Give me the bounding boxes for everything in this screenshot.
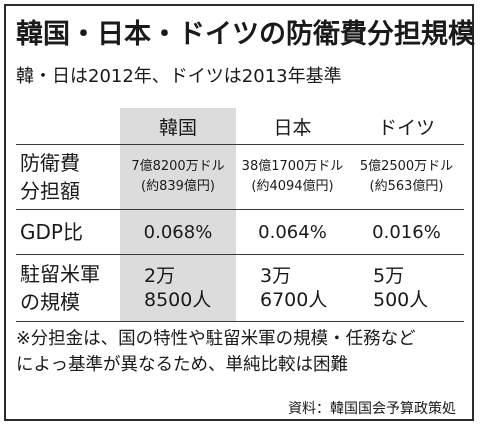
column-header-japan: 日本 (273, 116, 312, 139)
footnote-line: によっ基準が異なるため、単純比較は困難 (16, 355, 348, 375)
cell-germany-gdp-ratio: 0.016% (349, 209, 464, 255)
page-subtitle: 韓・日は2012年、ドイツは2013年基準 (16, 66, 342, 87)
cell-line: (約563億円) (369, 179, 444, 194)
corner-cell (16, 108, 120, 145)
comparison-table: 韓国 日本 ドイツ 防衛費 分担額 7億8200万ドル (約839億円) 38億… (16, 108, 464, 322)
cell-korea-cost-share: 7億8200万ドル (約839億円) (120, 144, 236, 210)
cell-line: 5億2500万ドル (359, 159, 454, 174)
cell-germany-cost-share: 5億2500万ドル (約563億円) (349, 144, 464, 210)
table-row: GDP比 0.068% 0.064% 0.016% (16, 209, 464, 255)
page-title: 韓国・日本・ドイツの防衛費分担規模 (16, 19, 475, 50)
row-label-line: 駐留米軍 (20, 262, 100, 286)
table-row: 防衛費 分担額 7億8200万ドル (約839億円) 38億1700万ドル (約… (16, 144, 464, 210)
cell-line: 2万 (144, 265, 176, 287)
footnote: ※分担金は、国の特性や駐留米軍の規模・任務など によっ基準が異なるため、単純比較… (16, 326, 466, 378)
cell-korea-us-forces: 2万 8500人 (120, 254, 236, 322)
column-header-korea: 韓国 (120, 108, 236, 145)
row-label-gdp-ratio: GDP比 (16, 209, 120, 255)
cell-line: 3万 (260, 265, 292, 287)
cell-line: 5万 (373, 265, 405, 287)
cell-germany-us-forces: 5万 500人 (349, 254, 464, 322)
column-header-germany: ドイツ (377, 116, 435, 139)
cell-line: (約4094億円) (251, 179, 334, 194)
row-label-us-forces: 駐留米軍 の規模 (16, 254, 120, 322)
cell-japan-gdp-ratio: 0.064% (236, 209, 349, 255)
cell-japan-us-forces: 3万 6700人 (236, 254, 349, 322)
cell-line: 7億8200万ドル (131, 159, 225, 174)
row-label-line: 分担額 (20, 179, 80, 203)
cell-korea-gdp-ratio: 0.068% (120, 209, 236, 255)
row-label-cost-share: 防衛費 分担額 (16, 144, 120, 210)
infographic-frame (4, 4, 474, 421)
row-label-line: 防衛費 (20, 151, 80, 175)
cell-line: 8500人 (144, 289, 212, 311)
row-label-line: の規模 (20, 290, 80, 314)
cell-line: 500人 (373, 289, 429, 311)
cell-line: 38億1700万ドル (241, 159, 344, 174)
cell-japan-cost-share: 38億1700万ドル (約4094億円) (236, 144, 349, 210)
table-row: 駐留米軍 の規模 2万 8500人 3万 6700人 5万 500人 (16, 254, 464, 322)
cell-line: (約839億円) (141, 179, 215, 194)
cell-line: 6700人 (260, 289, 328, 311)
table-header-row: 韓国 日本 ドイツ (16, 108, 464, 145)
source-credit: 資料：韓国国会予算政策処 (288, 401, 456, 417)
footnote-line: ※分担金は、国の特性や駐留米軍の規模・任務など (16, 329, 416, 349)
